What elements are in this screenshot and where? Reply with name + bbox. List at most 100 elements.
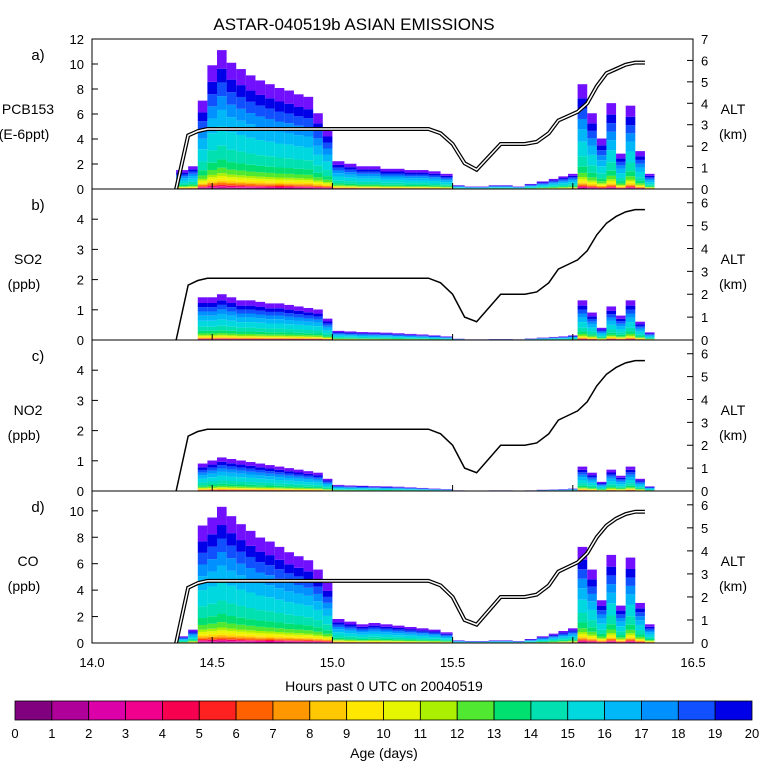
- bar-segment: [303, 487, 314, 489]
- bar-segment: [245, 164, 256, 172]
- bar-segment: [524, 185, 537, 186]
- bar-segment: [577, 98, 588, 109]
- bar-segment: [255, 637, 266, 639]
- bar-segment: [313, 627, 323, 632]
- bar-segment: [392, 629, 405, 632]
- bar-segment: [236, 641, 246, 643]
- y2-tick-label: 0: [701, 636, 708, 651]
- bar-segment: [255, 178, 266, 181]
- bar-segment: [293, 178, 304, 181]
- bar-segment: [265, 611, 275, 622]
- bar-segment: [368, 639, 381, 641]
- bar-segment: [625, 483, 636, 486]
- bar-segment: [274, 337, 285, 338]
- bar-segment: [416, 170, 429, 173]
- bar-segment: [303, 638, 314, 639]
- bar-segment: [207, 170, 218, 175]
- bar-segment: [245, 101, 256, 114]
- panel-frame: [91, 339, 694, 492]
- bar-segment: [245, 317, 256, 323]
- bar-segment: [217, 638, 227, 640]
- bar-segment: [368, 333, 381, 335]
- bar-segment: [197, 467, 208, 470]
- bar-segment: [416, 174, 429, 177]
- bar-segment: [293, 310, 304, 315]
- bar-segment: [197, 606, 208, 618]
- bar-segment: [356, 178, 369, 182]
- bar-segment: [217, 180, 227, 183]
- bar-segment: [587, 620, 597, 628]
- bar-segment: [404, 333, 417, 335]
- bar-segment: [274, 474, 285, 478]
- bar-segment: [265, 639, 275, 641]
- bar-segment: [548, 641, 559, 642]
- bar-segment: [245, 187, 256, 189]
- y-tick-label: 6: [77, 107, 84, 122]
- bar-segment: [616, 153, 626, 159]
- bar-segment: [265, 482, 275, 486]
- bar-segment: [255, 336, 266, 338]
- bar-segment: [207, 177, 218, 180]
- bar-segment: [606, 629, 617, 633]
- bar-segment: [428, 634, 441, 636]
- bar-segment: [322, 602, 333, 609]
- bar-segment: [392, 625, 405, 628]
- bar-segment: [217, 309, 227, 314]
- bar-segment: [606, 486, 617, 488]
- bar-segment: [368, 334, 381, 336]
- y2-tick-label: 4: [701, 544, 708, 559]
- bar-segment: [217, 300, 227, 305]
- bar-segment: [587, 593, 597, 602]
- bar-segment: [625, 181, 636, 183]
- bar-segment: [274, 183, 285, 184]
- bar-segment: [596, 483, 607, 484]
- bar-segment: [356, 487, 369, 489]
- bar-segment: [197, 469, 208, 473]
- bar-segment: [226, 635, 237, 637]
- bar-segment: [635, 638, 645, 640]
- bar-segment: [188, 636, 198, 639]
- bar-segment: [606, 170, 617, 176]
- bar-segment: [635, 167, 645, 172]
- bar-segment: [332, 635, 345, 638]
- bar-segment: [236, 629, 246, 632]
- bar-segment: [577, 313, 588, 318]
- bar-segment: [380, 628, 393, 631]
- bar-segment: [416, 335, 429, 337]
- bar-segment: [255, 183, 266, 185]
- bar-segment: [606, 162, 617, 171]
- bar-segment: [404, 630, 417, 633]
- bar-segment: [265, 182, 275, 184]
- panel-letter: c): [32, 348, 45, 365]
- bar-segment: [644, 185, 655, 187]
- bar-segment: [303, 630, 314, 634]
- bar-segment: [356, 334, 369, 336]
- bar-segment: [284, 132, 294, 145]
- bar-segment: [392, 182, 405, 185]
- bar-segment: [587, 337, 597, 338]
- bar-segment: [577, 185, 588, 187]
- bar-segment: [265, 488, 275, 490]
- bar-segment: [368, 171, 381, 174]
- bar-segment: [217, 640, 227, 641]
- bar-segment: [293, 476, 304, 479]
- y-tick-label: 0: [77, 182, 84, 197]
- bar-segment: [356, 640, 369, 641]
- bar-segment: [284, 313, 294, 317]
- bar-segment: [635, 634, 645, 637]
- bar-segment: [236, 524, 246, 541]
- bar-segment: [356, 639, 369, 641]
- bar-segment: [265, 637, 275, 639]
- bar-segment: [567, 175, 578, 178]
- bar-segment: [606, 185, 617, 187]
- colorbar-tick-label: 3: [122, 726, 129, 741]
- bar-segment: [404, 638, 417, 640]
- bar-segment: [577, 156, 588, 167]
- bar-segment: [344, 487, 357, 489]
- bar-segment: [303, 633, 314, 636]
- bar-segment: [255, 94, 266, 106]
- bar-segment: [303, 638, 314, 640]
- bar-segment: [616, 635, 626, 638]
- bar-segment: [217, 565, 227, 582]
- bar-segment: [587, 637, 597, 639]
